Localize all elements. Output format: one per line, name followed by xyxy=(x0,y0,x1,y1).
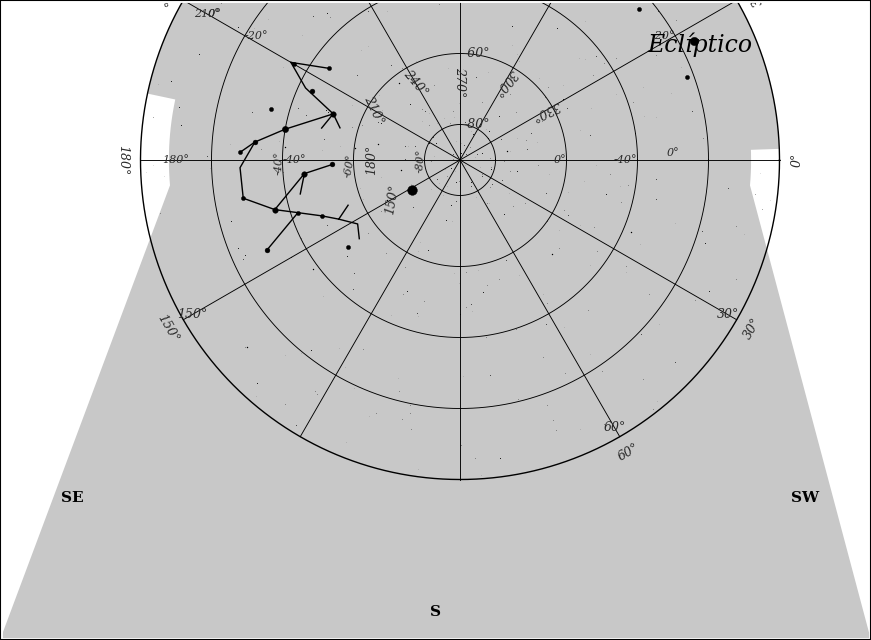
Polygon shape xyxy=(552,0,707,113)
Text: 150°: 150° xyxy=(178,308,207,321)
Text: 180°: 180° xyxy=(163,155,190,165)
Text: 300°: 300° xyxy=(490,67,519,99)
Text: 0°: 0° xyxy=(791,153,804,167)
Text: 60°: 60° xyxy=(604,421,625,434)
Text: 30°: 30° xyxy=(741,316,764,342)
Text: S: S xyxy=(429,605,441,619)
Text: -20°: -20° xyxy=(245,31,268,41)
Text: -40°: -40° xyxy=(273,151,284,175)
Text: Eclíptico: Eclíptico xyxy=(647,33,753,57)
Text: 150°: 150° xyxy=(383,183,402,215)
Text: 30°: 30° xyxy=(716,308,739,321)
Text: -80°: -80° xyxy=(415,149,427,173)
Text: 270°: 270° xyxy=(454,67,467,97)
Text: -80°: -80° xyxy=(464,118,490,131)
Text: 210°: 210° xyxy=(194,10,221,19)
Text: 210°: 210° xyxy=(361,94,386,127)
Text: 0°: 0° xyxy=(554,155,566,165)
Text: 0°: 0° xyxy=(208,10,220,19)
Text: 330°: 330° xyxy=(530,98,563,123)
Text: -60°: -60° xyxy=(342,153,356,178)
Polygon shape xyxy=(226,79,362,217)
Text: SW: SW xyxy=(791,491,819,505)
Text: 330°: 330° xyxy=(739,0,766,8)
Text: 60°: 60° xyxy=(616,441,642,463)
Text: 210°: 210° xyxy=(154,0,181,8)
Text: -60°: -60° xyxy=(464,47,490,60)
Text: SE: SE xyxy=(61,491,84,505)
Text: -40°: -40° xyxy=(282,155,306,165)
Polygon shape xyxy=(687,118,719,193)
Polygon shape xyxy=(147,0,780,150)
Text: 180°: 180° xyxy=(365,145,378,175)
Text: 180°: 180° xyxy=(116,145,129,175)
Text: -40°: -40° xyxy=(614,155,638,165)
Text: 240°: 240° xyxy=(401,67,430,99)
Text: -20°: -20° xyxy=(652,31,675,41)
Text: 150°: 150° xyxy=(154,312,181,345)
Text: 0°: 0° xyxy=(666,148,679,157)
